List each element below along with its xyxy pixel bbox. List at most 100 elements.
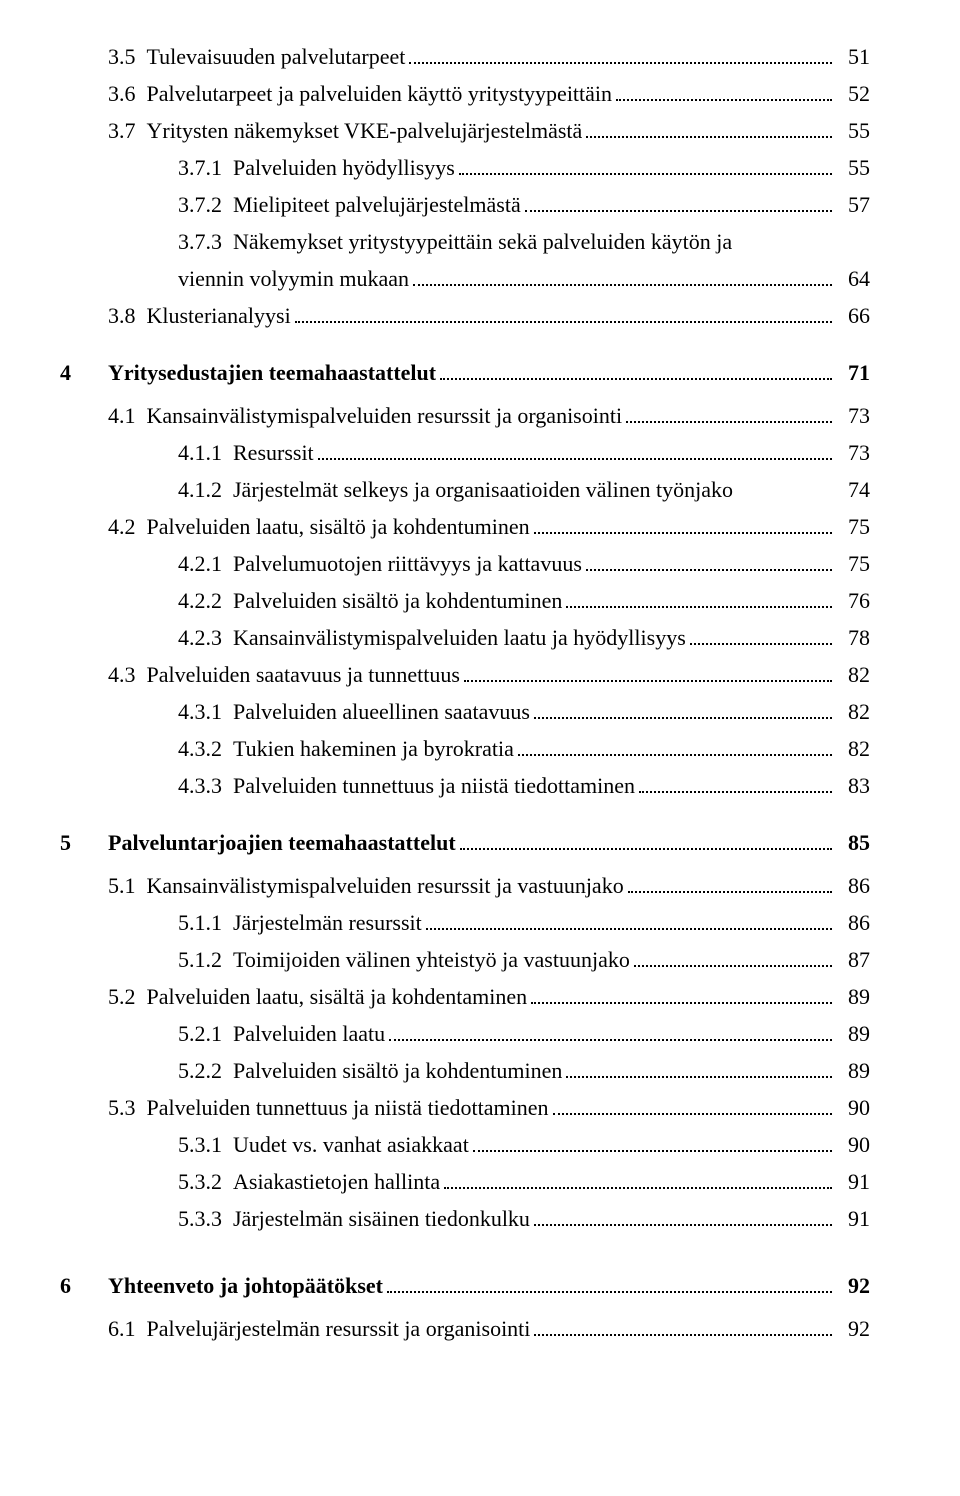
toc-number: 3.7.2 — [178, 188, 233, 221]
toc-number: 3.8 — [108, 299, 147, 332]
toc-entry: 5.3.1 Uudet vs. vanhat asiakkaat90 — [178, 1128, 870, 1161]
toc-page-number: 86 — [836, 906, 870, 939]
toc-number: 4.1.2 — [178, 473, 233, 506]
toc-title: Järjestelmän sisäinen tiedonkulku — [233, 1202, 530, 1235]
toc-page-number: 78 — [836, 621, 870, 654]
toc-number: 4.2.2 — [178, 584, 233, 617]
toc-number: 4.3.1 — [178, 695, 233, 728]
toc-title: Palvelutarpeet ja palveluiden käyttö yri… — [147, 77, 613, 110]
toc-number: 3.5 — [108, 40, 147, 73]
toc-title: Kansainvälistymispalveluiden resurssit j… — [147, 399, 623, 432]
toc-entry: 4.2 Palveluiden laatu, sisältö ja kohden… — [108, 510, 870, 543]
toc-leader — [459, 153, 832, 175]
toc-gap — [60, 1239, 870, 1269]
toc-number: 4.3.3 — [178, 769, 233, 802]
toc-number: 5.2 — [108, 980, 147, 1013]
toc-leader — [389, 1019, 832, 1041]
toc-leader — [318, 438, 832, 460]
toc-page-number: 74 — [836, 473, 870, 506]
toc-number: 3.7 — [108, 114, 147, 147]
toc-page-number: 92 — [836, 1312, 870, 1345]
toc-entry: 5.3.2 Asiakastietojen hallinta91 — [178, 1165, 870, 1198]
toc-title: Kansainvälistymispalveluiden resurssit j… — [147, 869, 624, 902]
toc-leader — [566, 1056, 832, 1078]
toc-entry: 4.1.2 Järjestelmät selkeys ja organisaat… — [178, 473, 870, 506]
toc-title: Palvelumuotojen riittävyys ja kattavuus — [233, 547, 582, 580]
toc-leader — [534, 1314, 832, 1336]
toc-page-number: 90 — [836, 1091, 870, 1124]
toc-chapter: 6Yhteenveto ja johtopäätökset92 — [60, 1269, 870, 1302]
toc-page-number: 71 — [836, 356, 870, 389]
toc-leader — [426, 908, 832, 930]
toc-title: Tulevaisuuden palvelutarpeet — [147, 40, 406, 73]
toc-title: Asiakastietojen hallinta — [233, 1165, 440, 1198]
toc-entry: 5.1.2 Toimijoiden välinen yhteistyö ja v… — [178, 943, 870, 976]
toc-title: Järjestelmät selkeys ja organisaatioiden… — [233, 473, 733, 506]
toc-title: Palveluiden laatu — [233, 1017, 385, 1050]
toc-title: Palveluiden alueellinen saatavuus — [233, 695, 530, 728]
toc-entry: 4.1.1 Resurssit 73 — [178, 436, 870, 469]
toc-entry: 3.6 Palvelutarpeet ja palveluiden käyttö… — [108, 77, 870, 110]
toc-page-number: 89 — [836, 980, 870, 1013]
toc-page-number: 82 — [836, 658, 870, 691]
toc-number: 5 — [60, 826, 108, 859]
toc-number: 4.1.1 — [178, 436, 233, 469]
toc-page-number: 82 — [836, 732, 870, 765]
toc-entry: 5.3.3 Järjestelmän sisäinen tiedonkulku 9… — [178, 1202, 870, 1235]
toc-title: Mielipiteet palvelujärjestelmästä — [233, 188, 521, 221]
toc-number: 3.7.1 — [178, 151, 233, 184]
toc-page-number: 92 — [836, 1269, 870, 1302]
toc-entry: 4.3.3 Palveluiden tunnettuus ja niistä t… — [178, 769, 870, 802]
toc-title: Resurssit — [233, 436, 314, 469]
toc-number: 5.2.1 — [178, 1017, 233, 1050]
toc-title: Järjestelmän resurssit — [233, 906, 422, 939]
toc-leader — [413, 264, 832, 286]
toc-page: 3.5 Tulevaisuuden palvelutarpeet 51 3.6 Pa… — [0, 0, 960, 1409]
toc-number: 3.7.3 — [178, 225, 233, 258]
toc-chapter: 4Yritysedustajien teemahaastattelut71 — [60, 356, 870, 389]
toc-page-number: 89 — [836, 1017, 870, 1050]
toc-leader — [440, 358, 832, 380]
toc-chapter: 5Palveluntarjoajien teemahaastattelut85 — [60, 826, 870, 859]
toc-page-number: 86 — [836, 869, 870, 902]
toc-page-number: 57 — [836, 188, 870, 221]
toc-page-number: 55 — [836, 151, 870, 184]
toc-leader — [525, 190, 832, 212]
toc-leader — [387, 1271, 832, 1293]
toc-title: Kansainvälistymispalveluiden laatu ja hy… — [233, 621, 686, 654]
toc-title: Yritysten näkemykset VKE-palvelujärjeste… — [147, 114, 583, 147]
toc-number: 6.1 — [108, 1312, 147, 1345]
toc-page-number: 91 — [836, 1202, 870, 1235]
toc-entry: 5.1 Kansainvälistymispalveluiden resurss… — [108, 869, 870, 902]
toc-page-number: 91 — [836, 1165, 870, 1198]
toc-leader — [531, 982, 832, 1004]
toc-title: Klusterianalyysi — [147, 299, 291, 332]
toc-leader — [616, 79, 832, 101]
toc-entry: 4.3 Palveluiden saatavuus ja tunnettuus8… — [108, 658, 870, 691]
toc-page-number: 51 — [836, 40, 870, 73]
toc-leader — [553, 1093, 832, 1115]
toc-number: 5.3.3 — [178, 1202, 233, 1235]
toc-leader — [473, 1130, 832, 1152]
toc-leader — [586, 549, 832, 571]
toc-leader — [626, 401, 832, 423]
toc-title: Toimijoiden välinen yhteistyö ja vastuun… — [233, 943, 630, 976]
toc-page-number: 73 — [836, 436, 870, 469]
toc-title: Palveluiden sisältö ja kohdentuminen — [233, 1054, 562, 1087]
toc-leader — [534, 697, 832, 719]
toc-title: Uudet vs. vanhat asiakkaat — [233, 1128, 469, 1161]
toc-leader — [464, 660, 832, 682]
toc-page-number: 87 — [836, 943, 870, 976]
toc-entry: 5.2.2 Palveluiden sisältö ja kohdentumin… — [178, 1054, 870, 1087]
toc-leader — [628, 871, 832, 893]
toc-leader — [634, 945, 832, 967]
toc-entry: 4.2.3 Kansainvälistymispalveluiden laatu… — [178, 621, 870, 654]
toc-entry: 5.1.1 Järjestelmän resurssit86 — [178, 906, 870, 939]
toc-leader — [586, 116, 832, 138]
toc-leader — [518, 734, 832, 756]
toc-number: 6 — [60, 1269, 108, 1302]
toc-leader — [409, 42, 832, 64]
toc-leader — [444, 1167, 832, 1189]
toc-entry: 4.2.1 Palvelumuotojen riittävyys ja katt… — [178, 547, 870, 580]
toc-page-number: 76 — [836, 584, 870, 617]
